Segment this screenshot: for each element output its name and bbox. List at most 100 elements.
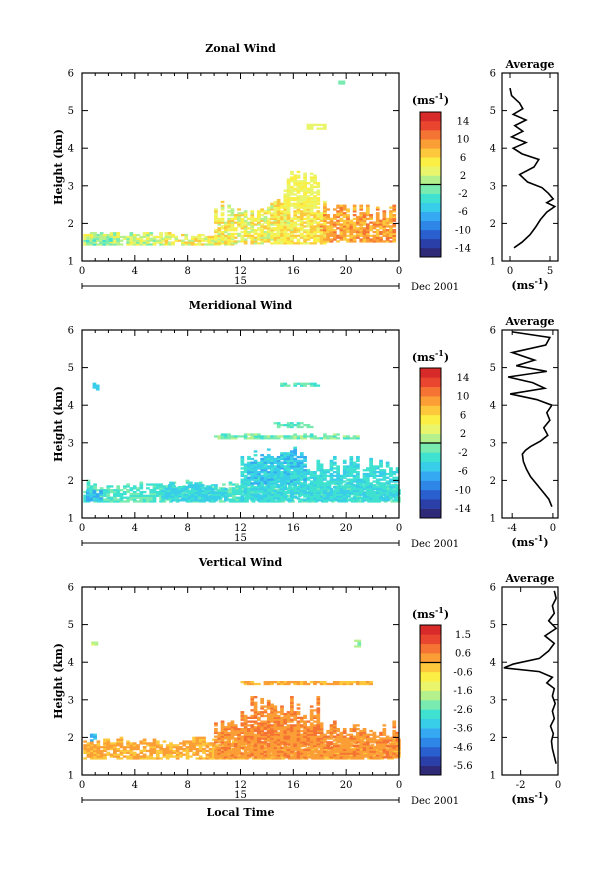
heatmap-cell: [385, 225, 390, 228]
heatmap-cell: [116, 494, 121, 497]
heatmap-cell: [263, 210, 268, 213]
heatmap-cell: [336, 212, 340, 215]
heatmap-cell: [326, 480, 331, 483]
heatmap-cell: [346, 214, 350, 217]
heatmap-cell: [392, 495, 397, 498]
heatmap-cell: [296, 189, 301, 192]
heatmap-cell: [326, 469, 331, 472]
heatmap-cell: [283, 756, 288, 759]
heatmap-cell: [356, 728, 360, 731]
heatmap-cell: [387, 489, 391, 492]
heatmap-cell: [303, 229, 307, 232]
heatmap-cell: [146, 749, 150, 753]
heatmap-cell: [365, 227, 370, 230]
heatmap-cell: [223, 223, 228, 226]
heatmap-cell: [290, 185, 294, 189]
heatmap-cell: [190, 237, 195, 240]
heatmap-cell: [290, 497, 294, 500]
heatmap-cell: [230, 212, 235, 215]
heatmap-cell: [349, 752, 354, 755]
heatmap-cell: [159, 489, 163, 492]
heatmap-cell: [326, 484, 331, 487]
heatmap-cell: [290, 457, 294, 461]
heatmap-cell: [303, 465, 307, 468]
heatmap-cell: [299, 752, 304, 755]
heatmap-cell: [299, 474, 304, 478]
heatmap-cell: [316, 206, 321, 209]
heatmap-cell: [276, 495, 281, 498]
heatmap-cell: [365, 476, 370, 479]
data-cluster: [85, 489, 103, 502]
heatmap-cell: [299, 212, 304, 215]
heatmap-cell: [286, 187, 291, 190]
heatmap-cell: [146, 232, 150, 235]
heatmap-cell: [270, 471, 274, 474]
heatmap-cell: [352, 210, 357, 213]
heatmap-cell: [129, 496, 134, 499]
heatmap-cell: [329, 728, 334, 731]
heatmap-cell: [303, 726, 307, 729]
heatmap-cell: [303, 242, 307, 245]
heatmap-cell: [309, 499, 314, 502]
heatmap-cell: [253, 450, 258, 453]
heatmap-cell: [155, 490, 160, 494]
heatmap-cell: [306, 214, 311, 217]
heatmap-cell: [263, 461, 268, 464]
heatmap-cell: [290, 472, 294, 476]
heatmap-cell: [339, 478, 344, 481]
heatmap-cell: [268, 494, 272, 497]
heatmap-cell: [329, 465, 334, 468]
heatmap-cell: [379, 486, 383, 489]
heatmap-cell: [197, 233, 202, 237]
heatmap-cell: [352, 465, 357, 468]
heatmap-cell: [332, 435, 337, 438]
heatmap-cell: [243, 219, 248, 222]
heatmap-cell: [352, 750, 357, 753]
heatmap-cell: [290, 744, 294, 748]
heatmap-cell: [243, 474, 248, 478]
heatmap-cell: [270, 227, 274, 230]
heatmap-cell: [346, 499, 350, 502]
heatmap-cell: [290, 750, 294, 753]
heatmap-cell: [319, 726, 324, 729]
heatmap-cell: [293, 202, 298, 205]
heatmap-cell: [223, 737, 228, 740]
heatmap-cell: [392, 486, 397, 489]
heatmap-cell: [122, 749, 127, 753]
heatmap-cell: [159, 746, 163, 749]
heatmap-cell: [132, 753, 137, 756]
heatmap-cell: [92, 243, 97, 246]
heatmap-cell: [306, 223, 311, 226]
heatmap-cell: [230, 435, 235, 438]
heatmap-cell: [349, 756, 354, 759]
heatmap-cell: [296, 227, 301, 230]
colorbar-swatch: [420, 461, 441, 472]
heatmap-cell: [202, 751, 206, 754]
heatmap-cell: [382, 487, 387, 491]
heatmap-cell: [336, 240, 340, 243]
heatmap-cell: [332, 735, 337, 738]
heatmap-cell: [260, 469, 265, 472]
heatmap-cell: [86, 235, 91, 239]
heatmap-cell: [243, 493, 248, 496]
heatmap-cell: [339, 746, 344, 750]
heatmap-cell: [286, 384, 291, 387]
heatmap-cell: [250, 210, 255, 213]
heatmap-cell: [296, 204, 301, 207]
heatmap-cell: [142, 241, 147, 244]
heatmap-cell: [192, 740, 196, 743]
heatmap-cell: [339, 480, 344, 483]
data-cluster: [306, 123, 327, 130]
heatmap-cell: [106, 498, 111, 501]
heatmap-cell: [359, 489, 364, 493]
heatmap-cell: [375, 497, 380, 500]
heatmap-cell: [389, 234, 393, 237]
heatmap-cell: [99, 243, 103, 246]
heatmap-cell: [237, 746, 241, 750]
heatmap-cell: [316, 191, 321, 194]
heatmap-cell: [155, 749, 160, 753]
heatmap-cell: [198, 740, 203, 743]
heatmap-cell: [365, 204, 370, 207]
heatmap-cell: [372, 487, 377, 491]
heatmap-cell: [274, 494, 279, 497]
